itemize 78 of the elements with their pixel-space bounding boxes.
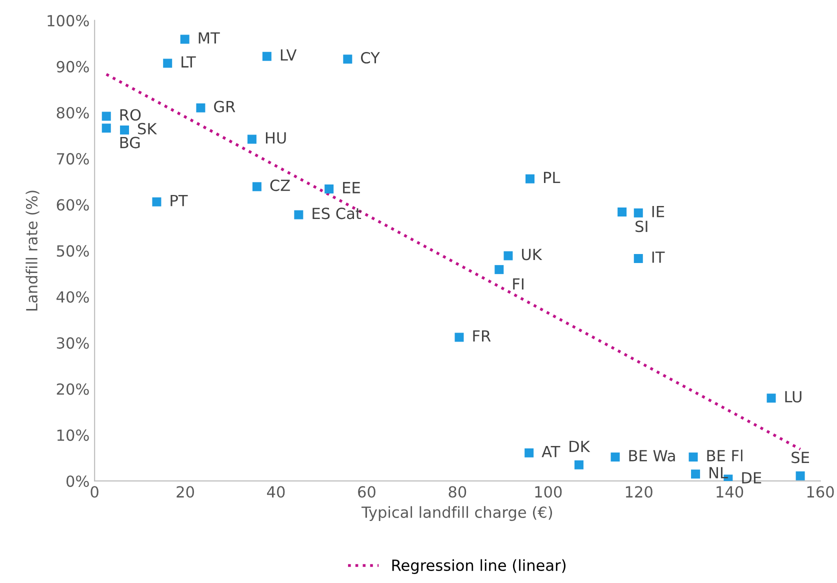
point: [196, 103, 206, 112]
point: [524, 448, 534, 458]
point: [247, 134, 256, 144]
annotation: FR: [473, 330, 491, 342]
annotation: BG: [120, 136, 140, 148]
point: [343, 54, 352, 64]
point: [494, 265, 504, 274]
annotation: DE: [742, 472, 762, 484]
point: [574, 460, 584, 470]
point: [691, 470, 700, 479]
point: [294, 210, 304, 220]
point: [634, 208, 643, 218]
annotation: PT: [170, 194, 188, 206]
y-tick-label: 90%: [56, 60, 89, 72]
point: [120, 126, 130, 135]
x-tick-label: 120: [626, 486, 652, 498]
point: [766, 394, 776, 403]
annotation: LU: [785, 391, 802, 403]
annotation: EE: [343, 182, 360, 194]
annotation: FI: [513, 278, 524, 290]
point: [618, 208, 627, 217]
point: [102, 124, 111, 133]
y-tick-label: 20%: [56, 383, 89, 395]
y-tick-label: 80%: [56, 106, 89, 119]
point: [252, 182, 262, 192]
point: [688, 452, 698, 462]
annotation: IT: [652, 252, 665, 263]
annotation: ES Cat: [312, 208, 362, 220]
annotation: HU: [266, 132, 286, 144]
annotation: GR: [214, 100, 236, 112]
point: [504, 251, 513, 260]
annotation: LV: [280, 49, 297, 61]
point: [180, 34, 190, 44]
x-tick-label: 140: [716, 486, 744, 498]
annotation: BE Fl: [707, 450, 742, 462]
point: [102, 112, 111, 121]
point: [634, 254, 643, 264]
x-tick-label: 20: [176, 486, 194, 498]
y-tick-label: 60%: [56, 199, 89, 211]
annotation: NL: [710, 467, 728, 478]
y-tick-label: 40%: [56, 291, 89, 303]
annotation: MT: [198, 32, 220, 44]
y-tick-label: 100%: [48, 14, 89, 26]
point: [454, 332, 464, 342]
y-tick-label: 50%: [56, 245, 89, 257]
legend-label: Regression line (linear): [392, 559, 566, 574]
x-tick-label: 60: [358, 486, 376, 498]
annotation: DK: [570, 440, 590, 452]
x-tick-label: 40: [267, 486, 285, 498]
annotation: CZ: [270, 180, 290, 192]
annotation: AT: [542, 446, 560, 458]
annotation: RO: [120, 109, 141, 121]
y-tick-label: 0%: [66, 475, 89, 487]
x-axis-title: Typical landfill charge (€): [361, 506, 552, 521]
y-tick-label: 70%: [57, 153, 89, 165]
point: [796, 471, 805, 480]
point: [525, 174, 534, 184]
point: [324, 184, 334, 194]
x-tick-label: 160: [807, 486, 834, 498]
annotation: UK: [522, 248, 542, 260]
annotation: SI: [636, 220, 648, 232]
y-tick-label: 30%: [56, 337, 89, 349]
point: [152, 197, 162, 206]
annotation: SE: [792, 452, 809, 464]
annotation: LT: [182, 56, 196, 68]
point: [610, 452, 620, 462]
y-axis-title: Landfill rate (%): [26, 190, 40, 310]
x-tick-label: 100: [535, 486, 562, 498]
annotation: IE: [652, 206, 664, 218]
x-tick-label: 80: [448, 486, 466, 498]
annotation: SK: [138, 122, 158, 134]
x-tick-label: 0: [90, 486, 98, 498]
annotation: PL: [544, 172, 560, 184]
annotation: BE Wa: [629, 450, 675, 462]
annotation: CY: [361, 52, 380, 64]
point: [262, 52, 272, 61]
y-tick-label: 10%: [57, 429, 89, 441]
point: [163, 58, 172, 68]
